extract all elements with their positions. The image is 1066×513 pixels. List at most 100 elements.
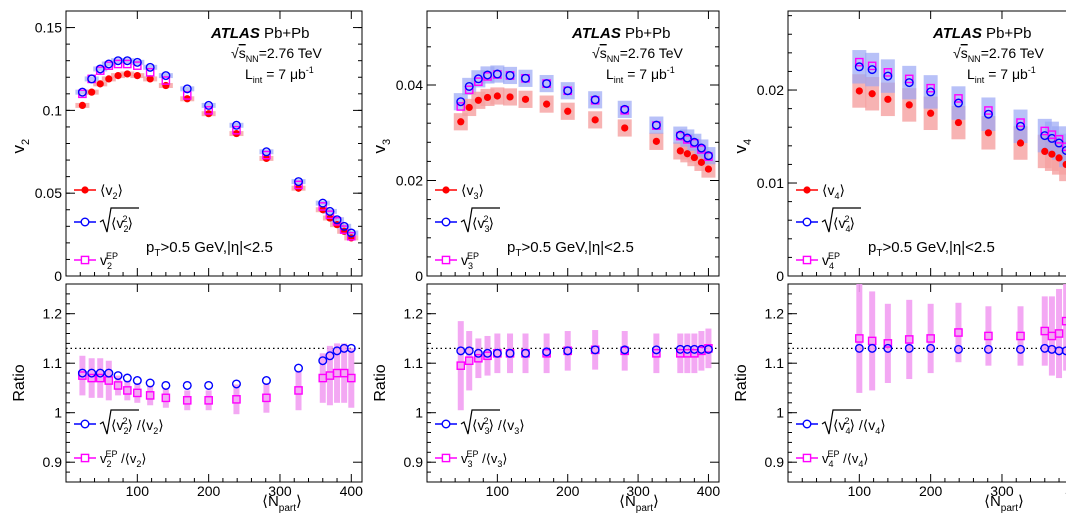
x-axis-label: ⟨Npart⟩ xyxy=(619,493,659,513)
ep-point xyxy=(133,61,142,70)
legend-mean-label: ⟨v2⟩ xyxy=(100,182,123,201)
ratio-ep-point xyxy=(954,328,963,337)
ratio-ep-error-bar xyxy=(97,358,104,398)
ratio-rms-point xyxy=(620,345,630,355)
ratio-legend-rms-marker xyxy=(80,419,90,429)
legend-ep-label: v4EP xyxy=(822,251,840,271)
rms-point xyxy=(95,64,105,74)
mean-point xyxy=(697,158,706,166)
legend-mean-label: ⟨v4⟩ xyxy=(822,182,845,201)
ratio-ep-point xyxy=(204,396,213,405)
ratio-legend-sqrt-sign xyxy=(821,409,861,435)
rms-point xyxy=(204,100,214,110)
energy-label: √sNN=2.76 TeV xyxy=(953,45,1045,64)
y-tick-label: 0 xyxy=(415,268,423,284)
rms-point xyxy=(904,78,914,88)
ratio-y-tick-label: 1 xyxy=(54,405,62,421)
ratio-legend-ep-label: v2EP /⟨v2⟩ xyxy=(100,449,146,469)
ratio-ep-error-bar xyxy=(334,343,341,403)
legend-ep-label: v3EP xyxy=(461,251,479,271)
mean-point xyxy=(465,103,473,112)
ratio-y-tick-label: 1.2 xyxy=(43,306,63,322)
rms-point xyxy=(505,70,515,80)
ratio-rms-point xyxy=(145,378,155,388)
kinematic-cut-label: pT>0.5 GeV,|η|<2.5 xyxy=(868,239,995,259)
ratio-data-layer xyxy=(456,321,713,411)
panel-v4: 1002003004000.010.020.911.11.2v4Ratio⟨Np… xyxy=(731,10,1066,513)
mean-point xyxy=(474,96,482,104)
ep-point xyxy=(294,180,303,190)
rms-point xyxy=(651,120,661,130)
y-tick-label: 0 xyxy=(54,268,62,284)
ratio-rms-point xyxy=(261,376,271,386)
ratio-ep-point xyxy=(161,393,171,403)
rms-point xyxy=(926,87,936,97)
ratio-ep-point xyxy=(123,386,132,395)
ratio-rms-point xyxy=(867,343,877,353)
rms-point xyxy=(294,177,304,187)
ratio-legend-rms-label: ⟨v32⟩ /⟨v3⟩ xyxy=(472,416,525,436)
y-tick-label: 0.02 xyxy=(396,173,423,189)
top-plot-frame xyxy=(787,10,1066,277)
ratio-ep-point xyxy=(145,391,155,400)
rms-point xyxy=(983,109,993,119)
mean-point xyxy=(78,101,87,110)
rms-point xyxy=(77,87,87,97)
luminosity-label: Lint = 7 μb-1 xyxy=(245,65,314,85)
rms-syst-band xyxy=(951,86,966,120)
ratio-legend-ep-label: v3EP /⟨v3⟩ xyxy=(461,449,507,469)
mean-point xyxy=(855,87,863,95)
ratio-ep-error-bar xyxy=(233,384,240,415)
ratio-ep-error-bar xyxy=(115,375,122,396)
rms-point xyxy=(521,73,531,83)
ep-point xyxy=(867,61,877,71)
ratio-ep-point xyxy=(87,373,96,383)
x-tick-label: 300 xyxy=(990,483,1014,499)
ratio-rms-point xyxy=(231,379,241,389)
ratio-rms-point xyxy=(325,351,335,361)
ratio-y-tick-label: 1.2 xyxy=(765,306,785,322)
x-tick-label: 400 xyxy=(340,483,364,499)
energy-label: √sNN=2.76 TeV xyxy=(592,45,684,64)
mean-point xyxy=(621,124,629,132)
ratio-rms-point xyxy=(703,344,713,354)
x-tick-label: 300 xyxy=(268,483,292,499)
y-axis-label: v3 xyxy=(370,139,393,154)
rms-point xyxy=(703,151,713,161)
ratio-rms-point xyxy=(132,376,142,386)
rms-point xyxy=(113,56,123,66)
ep-point xyxy=(232,125,241,135)
mean-point xyxy=(123,70,131,78)
rms-syst-band xyxy=(143,64,158,70)
ratio-ep-error-bar xyxy=(326,345,333,406)
ratio-rms-point xyxy=(77,368,87,378)
ep-point xyxy=(1016,118,1025,127)
kinematic-cut-label: pT>0.5 GeV,|η|<2.5 xyxy=(146,239,273,259)
ratio-ep-error-bar xyxy=(457,321,464,411)
ratio-rms-point xyxy=(651,345,661,355)
ratio-ep-error-bar xyxy=(543,333,550,374)
rms-point xyxy=(696,143,706,153)
ratio-ep-error-bar xyxy=(705,328,712,369)
rms-syst-band xyxy=(84,76,99,82)
mean-point xyxy=(114,71,122,80)
ratio-ep-point xyxy=(113,381,123,390)
x-tick-label: 100 xyxy=(848,483,872,499)
rms-syst-band xyxy=(229,122,244,128)
rms-syst-band xyxy=(93,66,108,72)
y-tick-label: 0 xyxy=(776,268,784,284)
mean-point xyxy=(88,88,96,96)
legend-rms-marker xyxy=(802,217,812,227)
ratio-ep-error-bar xyxy=(348,348,355,408)
ratio-rms-point xyxy=(95,368,105,378)
mean-point xyxy=(884,95,892,103)
ratio-ep-error-bar xyxy=(295,370,302,411)
ratio-ep-error-bar xyxy=(184,390,191,411)
data-layer xyxy=(852,50,1066,182)
ratio-ep-error-bar xyxy=(475,338,482,379)
x-axis-label: ⟨Npart⟩ xyxy=(262,493,302,513)
ratio-rms-point xyxy=(590,345,600,355)
x-tick-label: 200 xyxy=(919,483,943,499)
ratio-y-tick-label: 0.9 xyxy=(404,454,424,470)
